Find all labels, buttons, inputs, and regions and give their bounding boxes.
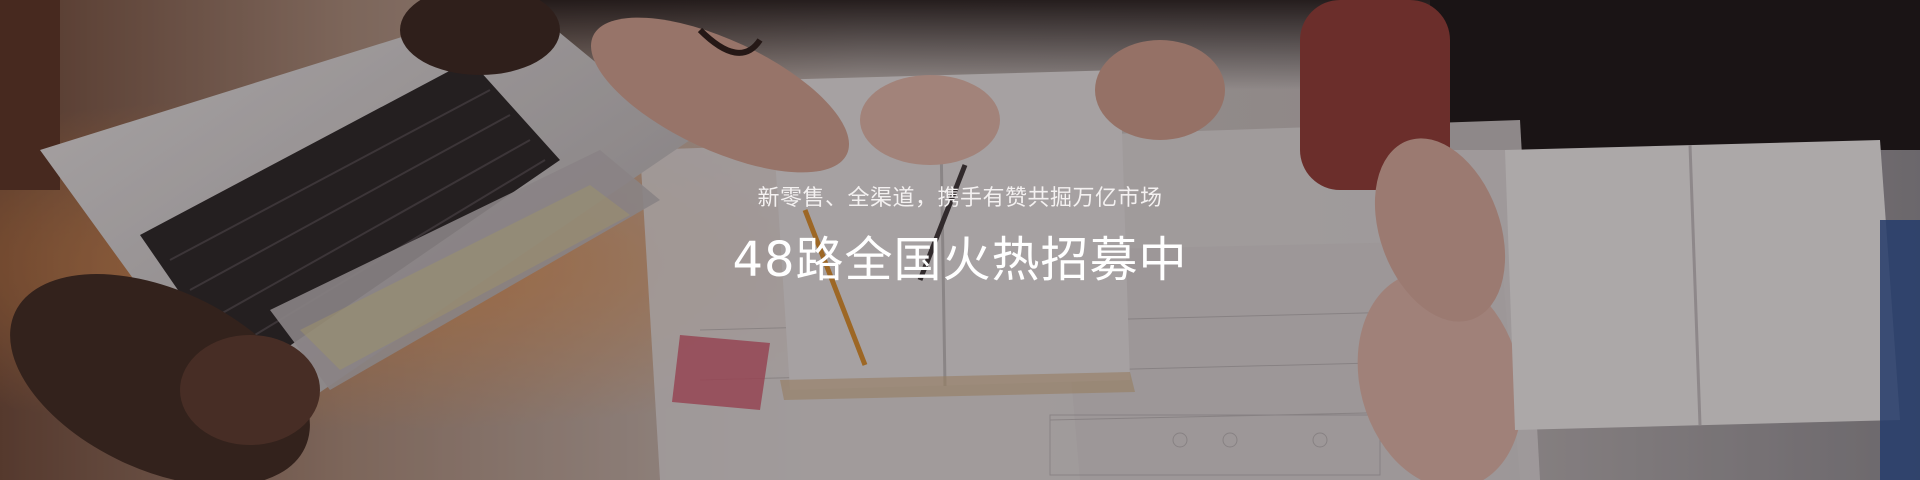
banner-title: 48路全国火热招募中 (732, 232, 1188, 288)
banner-subtitle: 新零售、全渠道，携手有赞共掘万亿市场 (757, 186, 1163, 211)
banner-text: 新零售、全渠道，携手有赞共掘万亿市场 48路全国火热招募中 (0, 184, 1920, 288)
